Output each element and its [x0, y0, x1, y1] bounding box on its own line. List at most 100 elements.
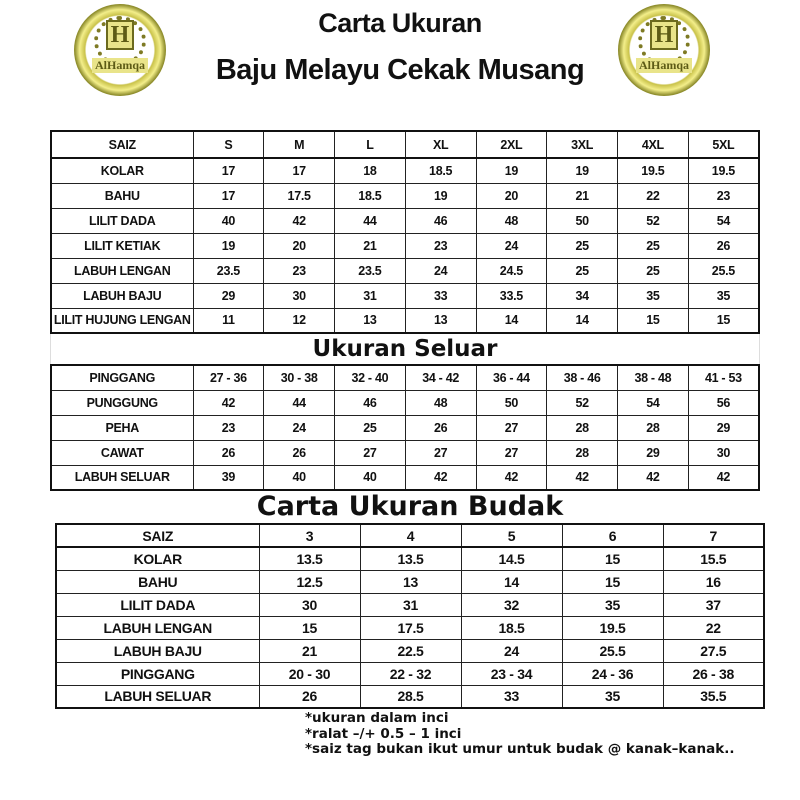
cell: 19 — [475, 157, 548, 184]
cell: 40 — [192, 207, 265, 234]
cell: 25 — [546, 257, 618, 284]
row-label: LABUH SELUAR — [55, 684, 260, 709]
header-row: SAIZ S M L XL 2XL 3XL 4XL 5XL — [50, 130, 760, 159]
cell: 25 — [617, 232, 689, 259]
row-label: LABUH BAJU — [55, 638, 260, 663]
cell: 56 — [687, 389, 760, 416]
cell: 15 — [561, 546, 664, 571]
row-label: LILIT DADA — [55, 592, 260, 617]
table-row: LABUH SELUAR 39 40 40 42 42 42 42 42 — [50, 464, 760, 491]
cell: 17 — [192, 157, 265, 184]
cell: 44 — [263, 389, 335, 416]
cell: 17.5 — [263, 182, 335, 209]
table-row: LABUH LENGAN 15 17.5 18.5 19.5 22 — [55, 615, 765, 640]
cell: 42 — [404, 464, 477, 491]
cell: 25 — [617, 257, 689, 284]
cell: 33 — [460, 684, 563, 709]
cell: 23 — [192, 414, 265, 441]
cell: 23.5 — [334, 257, 406, 284]
cell: 17 — [192, 182, 265, 209]
cell: 18.5 — [460, 615, 563, 640]
cell: 13 — [359, 569, 462, 594]
row-label: LABUH LENGAN — [55, 615, 260, 640]
cell: 3XL — [546, 130, 618, 159]
cell: 25 — [334, 414, 406, 441]
cell: 11 — [192, 307, 265, 334]
title-line2: Baju Melayu Cekak Musang — [215, 54, 585, 86]
cell: 23.5 — [192, 257, 265, 284]
cell: 2XL — [475, 130, 548, 159]
cell: 22 - 32 — [359, 661, 462, 686]
cell: 50 — [546, 207, 618, 234]
cell: 41 - 53 — [687, 364, 760, 391]
alhamqa-logo-right: H AlHamqa — [618, 4, 710, 96]
cell: 27 — [475, 414, 548, 441]
cell: 39 — [192, 464, 265, 491]
cell: 24 - 36 — [561, 661, 664, 686]
cell: 42 — [475, 464, 548, 491]
cell: 18.5 — [334, 182, 406, 209]
cell: 15.5 — [662, 546, 765, 571]
notes: *ukuran dalam inci *ralat –/+ 0.5 – 1 in… — [305, 710, 785, 758]
note: *ralat –/+ 0.5 – 1 inci — [305, 725, 462, 742]
cell: 26 — [687, 232, 760, 259]
row-label: PUNGGUNG — [50, 389, 194, 416]
table-row: LABUH BAJU 21 22.5 24 25.5 27.5 — [55, 638, 765, 663]
cell: 35 — [561, 592, 664, 617]
row-label: KOLAR — [50, 157, 194, 184]
row-label: BAHU — [55, 569, 260, 594]
cell: 37 — [662, 592, 765, 617]
table-row: PINGGANG 20 - 30 22 - 32 23 - 34 24 - 36 26 -… — [55, 661, 765, 686]
cell: 4 — [359, 523, 462, 548]
cell: 27 — [404, 439, 477, 466]
cell: 21 — [334, 232, 406, 259]
title-line1: Carta Ukuran — [318, 8, 482, 38]
cell: 15 — [561, 569, 664, 594]
row-label: PINGGANG — [55, 661, 260, 686]
table-row: BAHU 12.5 13 14 15 16 — [55, 569, 765, 594]
cell: 23 - 34 — [460, 661, 563, 686]
cell: 3 — [258, 523, 361, 548]
cell: 14 — [460, 569, 563, 594]
cell: 24 — [263, 414, 335, 441]
row-label: LABUH SELUAR — [50, 464, 194, 491]
cell: 18.5 — [404, 157, 477, 184]
cell: 7 — [662, 523, 765, 548]
cell: 27 - 36 — [192, 364, 265, 391]
cell: 50 — [475, 389, 548, 416]
table-row: BAHU 17 17.5 18.5 19 20 21 22 23 — [50, 182, 760, 209]
cell: 44 — [334, 207, 406, 234]
cell: 14.5 — [460, 546, 563, 571]
seluar-title: Ukuran Seluar — [50, 334, 760, 364]
cell: S — [192, 130, 265, 159]
cell: 25.5 — [687, 257, 760, 284]
cell: 5XL — [687, 130, 760, 159]
row-label: CAWAT — [50, 439, 194, 466]
cell: 35 — [561, 684, 664, 709]
cell: 19 — [192, 232, 265, 259]
note: *saiz tag bukan ikut umur untuk budak @ … — [305, 741, 735, 757]
cell: 12.5 — [258, 569, 361, 594]
cell: 24 — [404, 257, 477, 284]
cell: 19.5 — [561, 615, 664, 640]
cell: 34 — [546, 282, 618, 309]
cell: 22 — [662, 615, 765, 640]
row-label: LABUH LENGAN — [50, 257, 194, 284]
cell: 26 — [192, 439, 265, 466]
cell: 48 — [475, 207, 548, 234]
baju-size-table: SAIZ S M L XL 2XL 3XL 4XL 5XL KOLAR 17 17 18 18.5 19 19… — [50, 130, 760, 334]
cell: 22.5 — [359, 638, 462, 663]
cell: 18 — [334, 157, 406, 184]
cell: 30 — [687, 439, 760, 466]
cell: 30 - 38 — [263, 364, 335, 391]
cell: 29 — [617, 439, 689, 466]
cell: 26 - 38 — [662, 661, 765, 686]
cell: 36 - 44 — [475, 364, 548, 391]
cell: 28 — [546, 414, 618, 441]
cell: 28 — [617, 414, 689, 441]
cell: 17.5 — [359, 615, 462, 640]
cell: 13.5 — [258, 546, 361, 571]
table-row: LABUH BAJU 29 30 31 33 33.5 34 35 35 — [50, 282, 760, 309]
cell: 21 — [258, 638, 361, 663]
table-row: KOLAR 13.5 13.5 14.5 15 15.5 — [55, 546, 765, 571]
